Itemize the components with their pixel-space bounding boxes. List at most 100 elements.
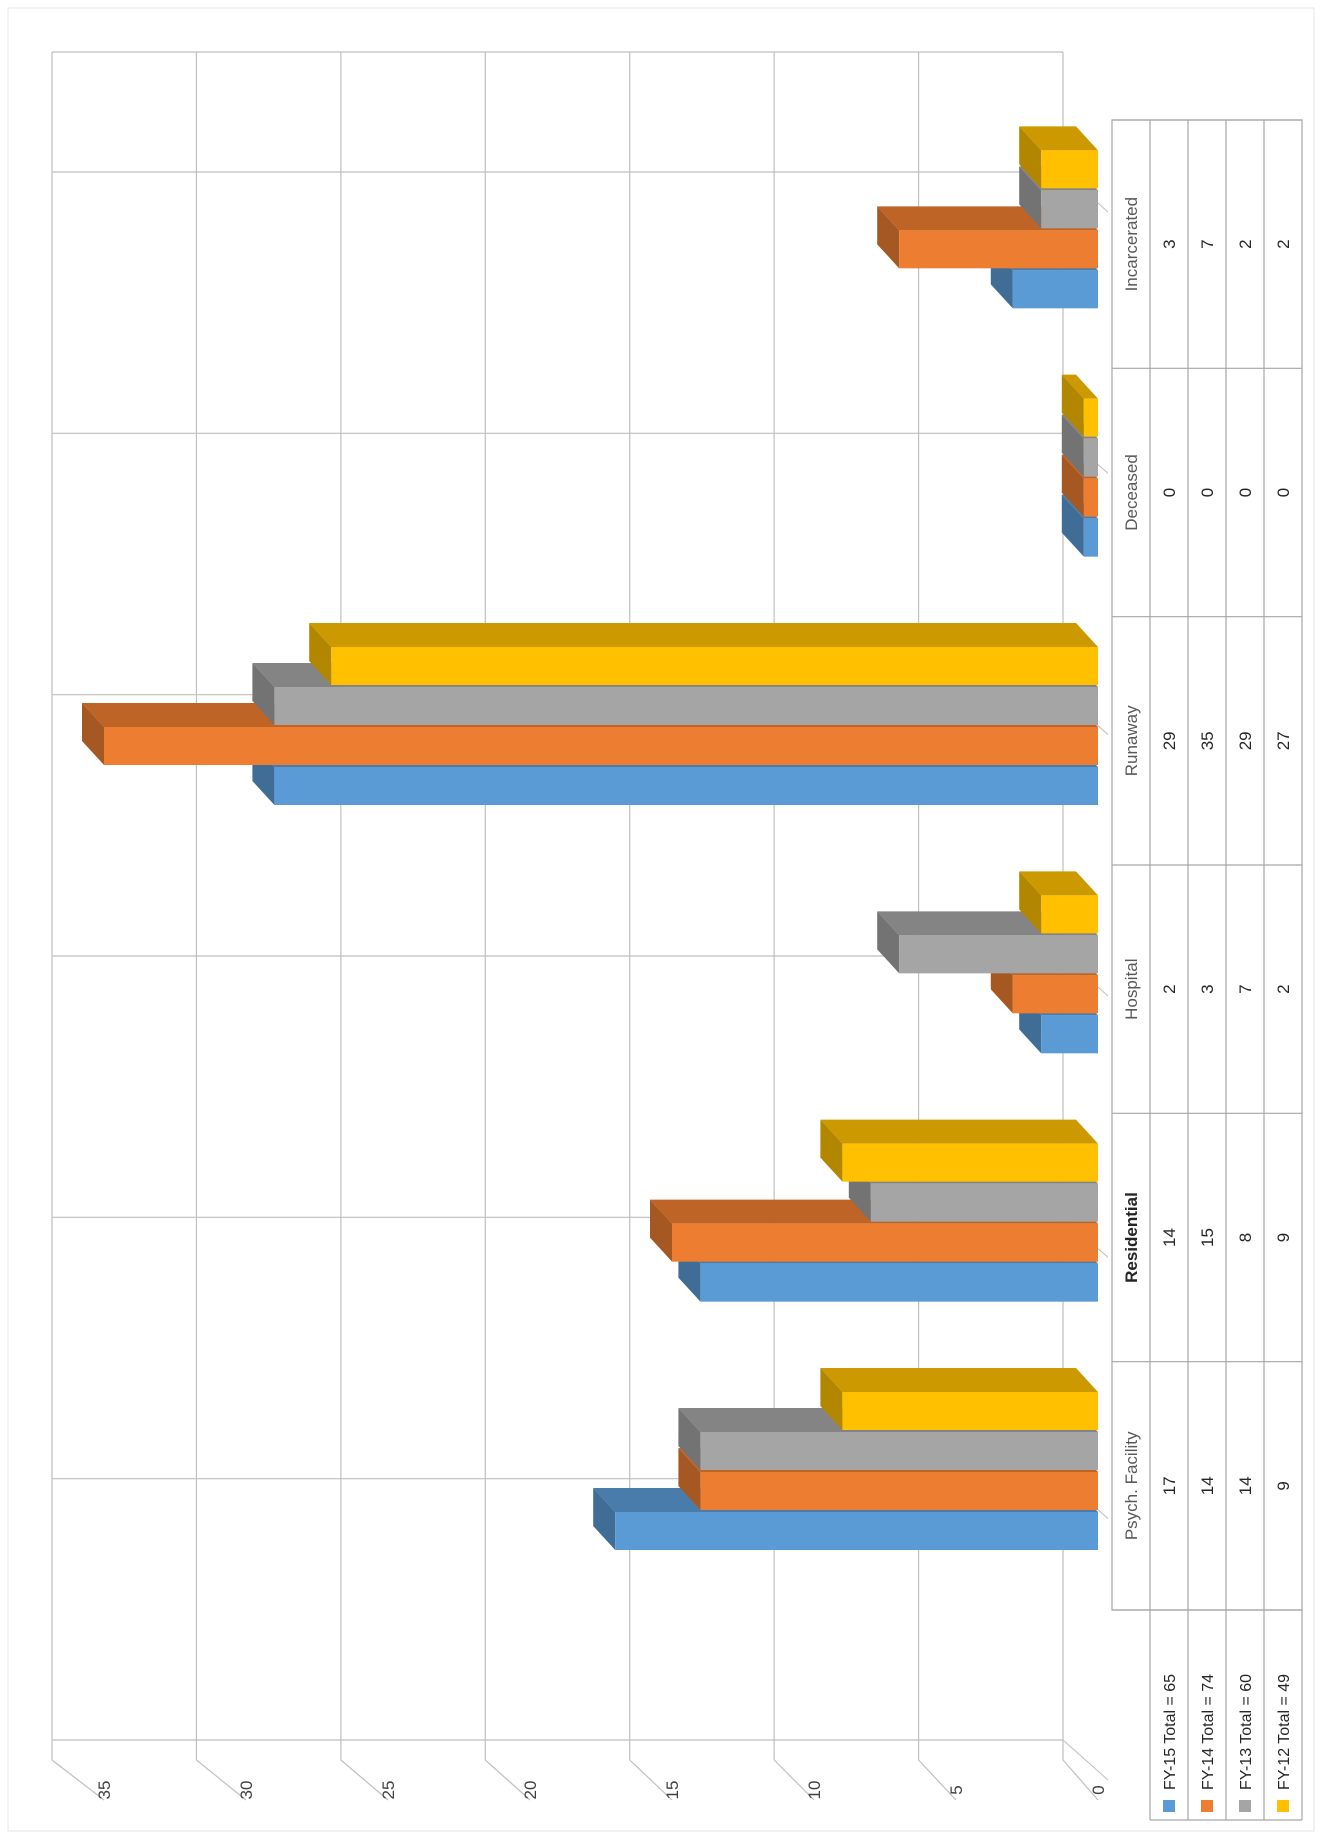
bar-3-4-end: [1061, 374, 1084, 437]
bar-1-1-front: [672, 1223, 1098, 1262]
gridline-side-5: [918, 1759, 957, 1801]
bar-1-0-end: [678, 1448, 701, 1510]
data-label-1-5: 7: [1198, 239, 1217, 248]
data-label-2-1: 8: [1236, 1233, 1255, 1242]
bar-3-4-side: [1061, 374, 1098, 399]
data-label-1-2: 3: [1198, 984, 1217, 993]
bar-0-3-front: [274, 767, 1098, 805]
bar-0-1-front: [700, 1263, 1098, 1302]
bar-3-0: [820, 1368, 1098, 1430]
data-label-0-0: 17: [1160, 1476, 1179, 1495]
bar-2-3-front: [274, 687, 1098, 725]
bar-1-5-front: [899, 230, 1098, 269]
bar-3-1-front: [842, 1143, 1098, 1182]
tick-label-25: 25: [379, 1781, 398, 1800]
bar-1-5-end: [877, 206, 900, 269]
category-label-2: Hospital: [1122, 958, 1141, 1019]
data-label-0-4: 0: [1160, 488, 1179, 497]
data-label-2-4: 0: [1236, 488, 1255, 497]
bar-2-5-front: [1041, 190, 1098, 229]
gridline-side-30: [196, 1759, 247, 1801]
data-label-3-1: 9: [1274, 1233, 1293, 1242]
bar-3-5: [1019, 126, 1098, 189]
data-label-3-5: 2: [1274, 239, 1293, 248]
data-table: Psych. Facility 17 14 14 9 Residential 14 15 8 9 H…: [1111, 119, 1303, 1821]
bar-3-5-side: [1019, 126, 1098, 151]
bar-2-2-front: [899, 935, 1098, 974]
bar-1-4-end: [1061, 454, 1084, 517]
tick-label-20: 20: [521, 1781, 540, 1800]
bar-2-5-end: [1019, 166, 1042, 229]
bar-0-4-end: [1061, 494, 1084, 557]
data-label-1-4: 0: [1198, 488, 1217, 497]
bar-1-3-end: [82, 703, 104, 765]
bars: [82, 126, 1098, 1550]
tick-label-35: 35: [95, 1781, 114, 1800]
data-label-0-5: 3: [1160, 239, 1179, 248]
value-axis: 0 5 10 15 20 25 30 35: [95, 1781, 1108, 1800]
page-border: [7, 7, 1315, 1832]
tick-label-15: 15: [663, 1781, 682, 1800]
bar-3-2-front: [1041, 895, 1098, 934]
data-label-3-4: 0: [1274, 488, 1293, 497]
tick-label-0: 0: [1089, 1785, 1108, 1794]
bar-1-4-front: [1083, 478, 1098, 517]
tick-label-5: 5: [947, 1785, 966, 1794]
data-label-1-3: 35: [1198, 731, 1217, 750]
floor-line-6: [1062, 1739, 1109, 1781]
data-label-0-1: 14: [1160, 1228, 1179, 1247]
gridline-side-10: [773, 1759, 815, 1801]
category-label-1: Residential: [1122, 1192, 1141, 1283]
bar-3-2-end: [1019, 871, 1042, 934]
data-label-1-0: 14: [1198, 1476, 1217, 1495]
bar-1-3-front: [104, 727, 1098, 765]
bar-3-5-front: [1041, 150, 1098, 189]
bar-0-4-front: [1083, 518, 1098, 557]
bar-2-2-end: [877, 911, 900, 974]
bar-0-5-front: [1012, 270, 1098, 309]
bar-3-2-side: [1019, 871, 1098, 896]
category-label-5: Incarcerated: [1122, 197, 1141, 292]
bar-3-1: [820, 1119, 1098, 1182]
data-label-2-5: 2: [1236, 239, 1255, 248]
bar-1-2-front: [1012, 975, 1098, 1014]
bar-3-0-side: [820, 1368, 1098, 1392]
bar-0-2-front: [1041, 1015, 1098, 1054]
bar-2-1-front: [870, 1183, 1098, 1222]
bar-3-1-side: [820, 1119, 1098, 1144]
bar-2-0-end: [678, 1408, 701, 1470]
bar-2-4-front: [1083, 438, 1098, 477]
legend-entry-1: FY-14 Total = 74: [1200, 1674, 1217, 1790]
data-label-3-0: 9: [1274, 1481, 1293, 1490]
tick-label-30: 30: [237, 1781, 256, 1800]
data-label-2-0: 14: [1236, 1476, 1255, 1495]
data-label-1-1: 15: [1198, 1228, 1217, 1247]
bar-2-3-end: [252, 663, 275, 725]
category-label-4: Deceased: [1122, 454, 1141, 531]
legend-swatch-1: [1201, 1800, 1213, 1812]
bar-3-3: [309, 623, 1098, 685]
category-label-3: Runaway: [1122, 705, 1141, 776]
bar-0-0-end: [593, 1488, 616, 1550]
gridline-side-25: [340, 1759, 389, 1801]
data-label-3-3: 27: [1274, 731, 1293, 750]
bar-3-2: [1019, 871, 1098, 934]
bar-3-3-side: [309, 623, 1098, 647]
legend-swatch-0: [1163, 1800, 1175, 1812]
gridline-side-35: [51, 1759, 105, 1801]
bar-3-4-front: [1083, 398, 1098, 437]
legend-swatch-3: [1277, 1800, 1289, 1812]
bar-1-0-front: [700, 1472, 1098, 1510]
bar-3-0-front: [842, 1392, 1098, 1430]
legend-swatch-2: [1239, 1800, 1251, 1812]
legend-entry-2: FY-13 Total = 60: [1238, 1674, 1255, 1790]
bar-3-3-front: [331, 647, 1098, 685]
data-label-2-2: 7: [1236, 984, 1255, 993]
gridline-side-15: [629, 1759, 673, 1801]
data-label-0-2: 2: [1160, 984, 1179, 993]
data-label-3-2: 2: [1274, 984, 1293, 993]
category-label-0: Psych. Facility: [1122, 1431, 1141, 1540]
tick-label-10: 10: [805, 1781, 824, 1800]
